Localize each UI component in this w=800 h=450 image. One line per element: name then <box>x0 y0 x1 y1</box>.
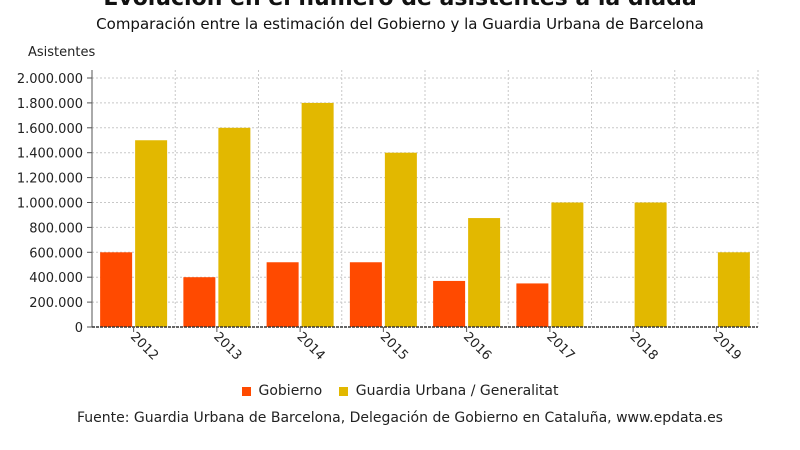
x-tick-label: 2019 <box>710 330 744 364</box>
bar-gobierno-2013 <box>183 277 216 327</box>
legend-label-gobierno: Gobierno <box>258 383 323 399</box>
x-tick-label: 2013 <box>210 330 244 364</box>
bars <box>100 102 750 328</box>
x-tick-label: 2012 <box>127 330 161 364</box>
y-tick-label: 200.000 <box>29 296 83 311</box>
y-axis-label: Asistentes <box>28 45 95 60</box>
chart-title: Evolución en el número de asistentes a l… <box>0 0 800 11</box>
legend: Gobierno Guardia Urbana / Generalitat <box>0 383 800 400</box>
bar-guardia-2012 <box>135 140 168 327</box>
y-tick-label: 1.200.000 <box>17 172 83 187</box>
legend-label-guardia: Guardia Urbana / Generalitat <box>355 383 559 399</box>
legend-item-gobierno: Gobierno <box>241 383 323 399</box>
bar-gobierno-2014 <box>266 262 299 327</box>
bar-chart: Asistentes 0 200.000 400.000 600.000 800.000… <box>17 45 759 364</box>
legend-item-guardia: Guardia Urbana / Generalitat <box>338 383 559 399</box>
y-tick-label: 1.000.000 <box>17 197 83 212</box>
bar-gobierno-2016 <box>433 280 466 327</box>
bar-gobierno-2017 <box>516 283 549 327</box>
y-tick-label: 600.000 <box>29 246 83 261</box>
y-tick-label: 1.600.000 <box>17 122 83 137</box>
x-tick-label: 2014 <box>294 330 328 364</box>
x-tick-label: 2017 <box>543 330 577 364</box>
y-tick-label: 1.800.000 <box>17 97 83 112</box>
y-tick-label: 400.000 <box>29 271 83 286</box>
bar-guardia-2016 <box>468 218 501 327</box>
legend-swatch-guardia <box>338 386 348 396</box>
bar-guardia-2014 <box>301 102 334 328</box>
bar-guardia-2015 <box>384 152 417 327</box>
y-axis-ticks: 0 200.000 400.000 600.000 800.000 1.000.000 1.… <box>17 70 93 336</box>
x-tick-label: 2015 <box>377 330 411 364</box>
x-tick-label: 2018 <box>627 330 661 364</box>
bar-guardia-2019 <box>717 252 750 327</box>
bar-guardia-2017 <box>551 202 584 327</box>
chart-subtitle: Comparación entre la estimación del Gobi… <box>96 15 704 33</box>
y-tick-label: 800.000 <box>29 221 83 236</box>
bar-gobierno-2015 <box>349 262 382 327</box>
y-tick-label: 1.400.000 <box>17 147 83 162</box>
y-tick-label: 0 <box>75 321 83 336</box>
bar-guardia-2013 <box>218 127 251 327</box>
y-tick-label: 2.000.000 <box>17 72 83 87</box>
x-tick-label: 2016 <box>460 330 494 364</box>
x-axis-ticks: 2012 2013 2014 2015 2016 2017 2018 2019 <box>92 326 758 364</box>
bar-guardia-2018 <box>634 202 667 327</box>
legend-swatch-gobierno <box>241 386 251 396</box>
source-note: Fuente: Guardia Urbana de Barcelona, Del… <box>77 410 723 426</box>
bar-gobierno-2012 <box>100 252 133 327</box>
